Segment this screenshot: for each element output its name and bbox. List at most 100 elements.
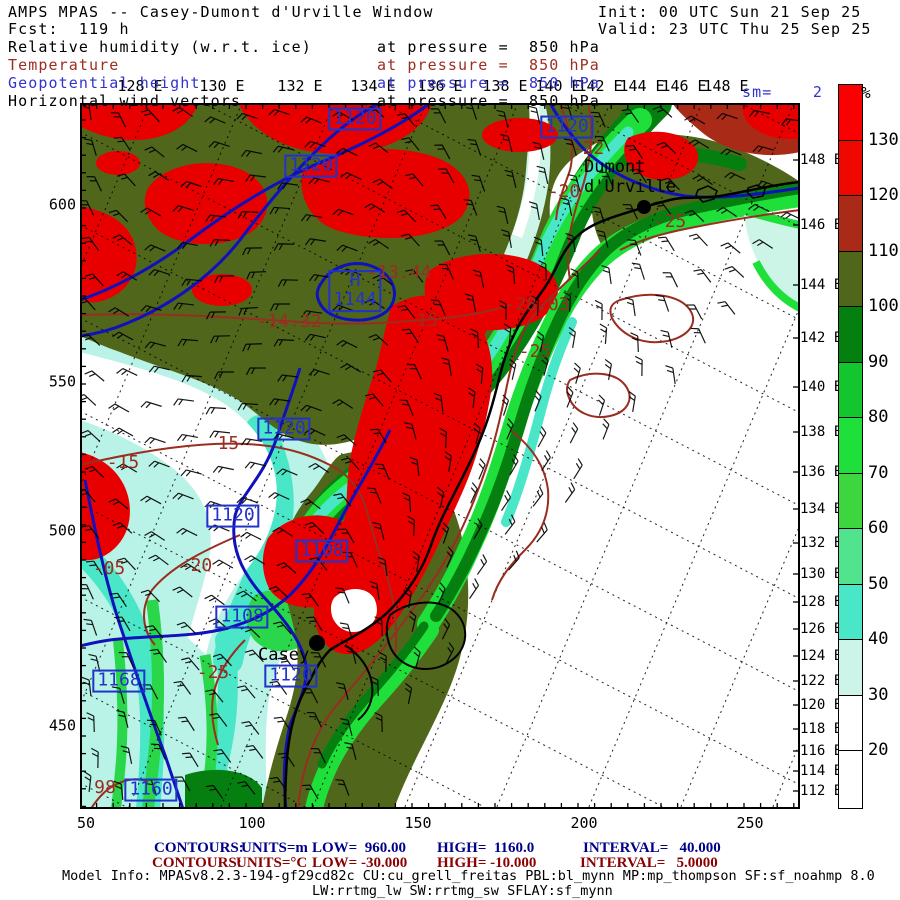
colorbar-segment [839,640,862,696]
colorbar-tick-label: 100 [868,296,899,317]
height-contour-label: 1120 [328,107,382,131]
colorbar-unit: % [861,83,872,102]
right-axis-label: 144 E [800,277,843,293]
top-axis-label: 142 E [577,77,623,95]
right-axis-label: 112 E [800,783,843,799]
colorbar-segment [839,362,862,419]
height-contour-label: 1160 [124,778,178,802]
field-label-wind: Horizontal wind vectors [8,92,242,110]
right-axis-label: 118 E [800,721,843,737]
temp-contour-label: -14.32 [256,311,322,332]
footer-text: LOW= 960.00 [312,840,406,856]
left-axis-label: 550 [48,372,76,391]
footer-text: UNITS=m [241,840,308,856]
bottom-axis-label: 50 [76,814,96,832]
rh-fill-white-band [80,352,277,655]
temp-contour-label: -20 [179,555,213,576]
wind-barbs [80,103,800,801]
left-axis-label: 600 [48,195,76,214]
footer-text: HIGH= 1160.0 [437,840,535,856]
right-axis-label: 128 E [800,594,843,610]
temp-contour-label: -28.03 [504,294,570,315]
footer-text: Model Info: MPASv8.2.3-194-gf29cd82c CU:… [62,868,875,884]
colorbar-tick-label: 120 [868,185,899,206]
colorbar-segment [839,751,862,807]
valid-time: Valid: 23 UTC Thu 25 Sep 25 [598,20,872,38]
top-axis-label: 144 E [619,77,665,95]
height-contour-label: 1108 [215,605,269,629]
footer-text: INTERVAL= 5.0000 [580,855,718,871]
right-axis-label: 120 E [800,697,843,713]
field-label-temperature: Temperature [8,56,120,74]
graticule [80,103,800,809]
field-level-wind: at pressure = 850 hPa [377,92,600,110]
forecast-hour: Fcst: 119 h [8,20,130,38]
height-contour-label: 1168 [92,669,146,693]
field-label-geopotential: Geopotential height [8,74,201,92]
footer-text: HIGH= -10.000 [437,855,537,871]
coastline [283,180,800,809]
colorbar-segment [839,695,862,752]
init-time: Init: 00 UTC Sun 21 Sep 25 [598,3,862,21]
right-axis-label: 134 E [800,501,843,517]
field-level-temperature: at pressure = 850 hPa [377,56,600,74]
plot-title: AMPS MPAS -- Casey-Dumont d'Urville Wind… [8,3,434,21]
right-axis-label: 122 E [800,673,843,689]
footer-text: LOW= -30.000 [312,855,408,871]
top-axis-label: 134 E [350,77,396,95]
top-axis-label: 136 E [417,77,463,95]
colorbar-segment [839,196,862,252]
colorbar-segment [839,140,862,197]
colorbar-segment [839,473,862,530]
field-level-geopotential: at pressure = 850 hPa [377,74,600,92]
right-axis-label: 126 E [800,621,843,637]
temperature-contours [80,103,800,809]
colorbar-tick-label: 20 [868,740,889,761]
temp-contour-label: -20 [547,181,581,202]
height-contour-label: 1120 [257,417,311,441]
colorbar-tick-label: 30 [868,684,889,705]
colorbar-tick-label: 60 [868,518,889,539]
footer-text: CONTOURS: [154,840,244,856]
temp-contour-label: -15 [206,433,240,454]
height-contour-label: 1120 [264,664,318,688]
right-axis-label: 138 E [800,424,843,440]
right-axis-label: 116 E [800,743,843,759]
left-axis-label: 500 [48,521,76,540]
right-axis-label: 132 E [800,535,843,551]
footer-text: UNITS=°C [236,855,308,871]
colorbar-tick-label: 130 [868,129,899,150]
top-axis-label: 146 E [661,77,707,95]
bottom-axis-label: 250 [736,814,764,832]
colorbar-tick-label: 80 [868,407,889,428]
colorbar-segment [839,251,862,308]
height-contour-label: 1108 [295,539,349,563]
temp-contour-label: -13.44 [366,262,432,283]
colorbar-segment [839,584,862,641]
top-axis-label: 132 E [277,77,323,95]
top-axis-label: 128 E [117,77,163,95]
height-contour-label: 1120 [284,154,338,178]
station-marker [637,200,651,214]
top-axis-label: 140 E [535,77,581,95]
field-level-rh: at pressure = 850 hPa [377,38,600,56]
colorbar-segment [839,85,862,141]
footer-text: INTERVAL= 40.000 [583,840,721,856]
footer-text: CONTOURS: [152,855,242,871]
bottom-axis-label: 150 [404,814,432,832]
map-canvas [80,103,800,809]
temp-contour-label: -15 [106,452,140,473]
smoothing-label: sm= 2 [742,83,824,101]
colorbar-segment [839,529,862,585]
top-axis-label: 130 E [199,77,245,95]
field-label-rh: Relative humidity (w.r.t. ice) [8,38,312,56]
rh-hole-white [330,589,377,633]
footer-text: LW:rrtmg_lw SW:rrtmg_sw SFLAY:sf_mynn [312,883,613,899]
right-axis-label: 148 E [800,152,843,168]
temp-contour-label: -25 [196,662,230,683]
right-axis-label: 140 E [800,379,843,395]
temp-contour-label: 98 [94,777,116,798]
bottom-axis-label: 200 [570,814,598,832]
right-axis-label: 146 E [800,217,843,233]
